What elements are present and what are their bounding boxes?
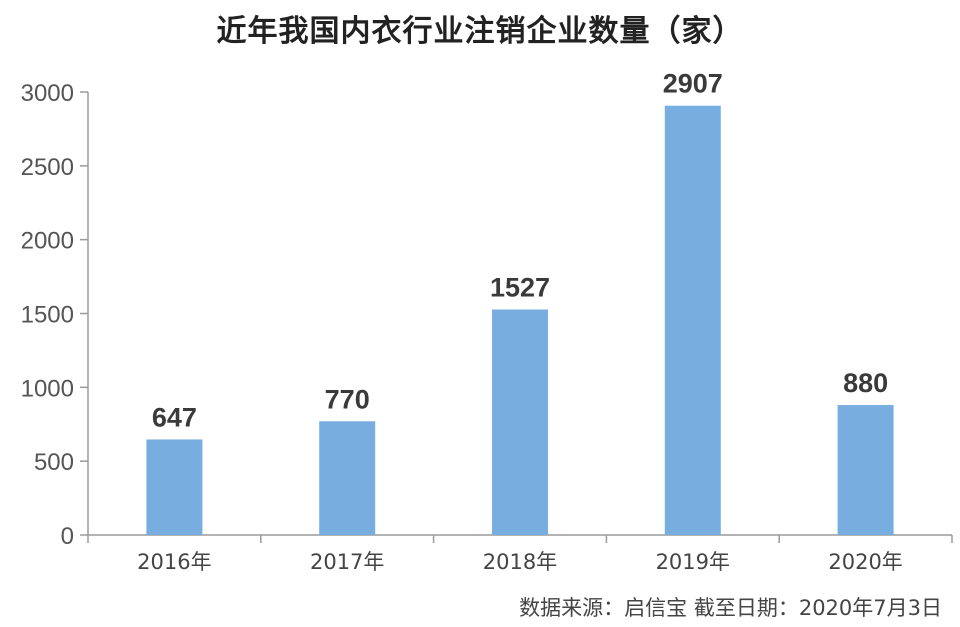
x-tick-label: 2019年 bbox=[656, 550, 730, 574]
y-tick-label: 3000 bbox=[21, 80, 74, 107]
x-axis: 2016年 2017年 2018年 2019年 2020年 bbox=[87, 534, 953, 574]
y-axis: 0 500 1000 1500 2000 2500 3000 bbox=[21, 80, 89, 550]
x-tick-label: 2017年 bbox=[310, 550, 384, 574]
data-label: 1527 bbox=[490, 273, 550, 303]
y-tick-label: 1500 bbox=[21, 302, 74, 329]
x-tick-label: 2016年 bbox=[137, 550, 211, 574]
bar-1 bbox=[146, 439, 203, 535]
chart-title: 近年我国内衣行业注销企业数量（家） bbox=[216, 14, 744, 49]
data-label: 2907 bbox=[663, 69, 723, 99]
bars bbox=[146, 105, 894, 535]
bar-4 bbox=[664, 105, 721, 535]
bar-3 bbox=[492, 309, 548, 535]
y-tick-label: 1000 bbox=[21, 375, 74, 402]
x-tick-label: 2018年 bbox=[483, 550, 557, 574]
data-label: 647 bbox=[152, 402, 197, 432]
y-tick-label: 2000 bbox=[21, 228, 74, 255]
data-labels: 647 770 1527 2907 880 bbox=[152, 69, 888, 433]
bar-2 bbox=[319, 421, 376, 535]
data-label: 880 bbox=[843, 368, 888, 398]
data-label: 770 bbox=[325, 384, 370, 414]
y-tick-label: 500 bbox=[34, 449, 74, 476]
y-tick-label: 0 bbox=[61, 523, 74, 550]
x-tick-label: 2020年 bbox=[828, 550, 902, 574]
source-note: 数据来源：启信宝 截至日期：2020年7月3日 bbox=[519, 596, 942, 620]
bar-5 bbox=[837, 405, 894, 535]
y-tick-label: 2500 bbox=[21, 154, 74, 181]
